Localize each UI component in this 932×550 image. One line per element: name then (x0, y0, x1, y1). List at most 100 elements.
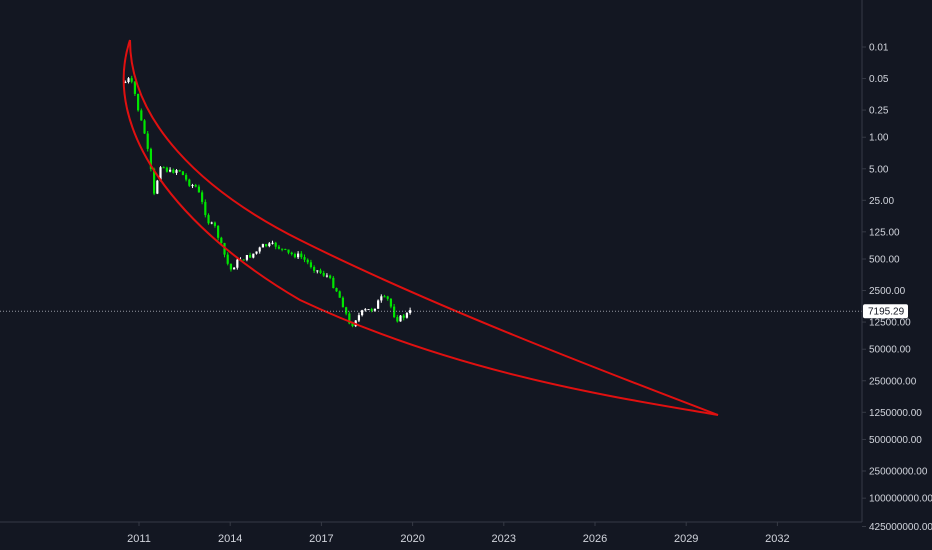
y-tick-label: 0.25 (869, 106, 889, 117)
candle-body (236, 259, 239, 268)
candle-body (242, 259, 245, 261)
candle-body (207, 215, 210, 224)
candle-body (409, 310, 412, 314)
x-tick-label: 2014 (218, 533, 242, 545)
candle-body (201, 192, 204, 202)
candle-body (127, 78, 130, 83)
candle-body (335, 288, 338, 292)
candle-body (271, 242, 274, 244)
candle-body (377, 300, 380, 309)
x-tick-label: 2017 (309, 533, 333, 545)
candle-body (162, 167, 165, 169)
candle-body (277, 246, 281, 249)
candle-body (364, 309, 367, 311)
candle-body (265, 244, 268, 247)
curved-channel[interactable] (122, 39, 719, 416)
candle-body (383, 296, 386, 298)
x-tick-label: 2023 (492, 533, 516, 545)
candle-body (370, 309, 373, 311)
candle-body (290, 252, 293, 255)
x-axis[interactable]: 2011 2014 2017 2020 2023 2026 2029 2032 (127, 522, 790, 545)
candle-body (210, 222, 213, 224)
candle-body (194, 185, 197, 187)
candle-body (345, 307, 348, 314)
candle-body (284, 248, 287, 250)
candle-body (386, 296, 389, 299)
candle-body (399, 315, 402, 322)
candle-body (380, 296, 383, 301)
candle-body (252, 253, 255, 258)
y-tick-label: 100000000.00 (869, 494, 932, 505)
candle-body (357, 315, 361, 321)
candle-body (287, 249, 290, 253)
candle-body (361, 310, 364, 316)
channel-lower-curve[interactable] (122, 39, 719, 416)
candle-body (319, 270, 322, 273)
candle-body (188, 179, 191, 186)
y-tick-label: 12500.00 (869, 318, 911, 329)
candle-body (143, 120, 146, 134)
x-tick-label: 2026 (583, 533, 607, 545)
candle-body (146, 133, 149, 149)
y-tick-label: 250000.00 (869, 376, 917, 387)
candle-body (325, 275, 329, 277)
y-tick-label: 2500.00 (869, 286, 906, 297)
y-tick-label: 125.00 (869, 227, 900, 238)
channel-upper-curve[interactable] (129, 39, 719, 416)
candle-body (389, 298, 393, 307)
candle-body (133, 81, 137, 94)
x-tick-label: 2011 (127, 533, 151, 545)
current-price-badge-bg (863, 304, 908, 319)
candle-body (402, 315, 405, 318)
y-tick-label: 25.00 (869, 196, 894, 207)
candle-body (348, 313, 351, 324)
current-price-label: 7195.29 (868, 307, 905, 318)
candle-body (149, 148, 153, 169)
candle-body (255, 251, 258, 254)
candle-body (341, 297, 345, 308)
y-tick-label: 500.00 (869, 255, 900, 266)
y-tick-label: 5000000.00 (869, 435, 922, 446)
candle-body (233, 267, 236, 270)
candle-body (249, 255, 252, 258)
candle-body (165, 167, 169, 172)
candle-body (213, 222, 217, 226)
candle-body (303, 257, 306, 260)
candle-body (130, 78, 133, 82)
y-tick-label: 0.01 (869, 43, 889, 54)
candle-body (245, 255, 249, 260)
candle-body (367, 309, 370, 311)
plot-area[interactable] (124, 75, 412, 328)
current-price-badge: 7195.29 (863, 304, 908, 319)
candle-body (329, 275, 332, 278)
candle-body (293, 254, 297, 258)
y-tick-label: 1.00 (869, 133, 889, 144)
candle-body (169, 169, 172, 172)
candle-body (204, 201, 207, 216)
candle-body (261, 244, 265, 248)
candle-body (220, 237, 223, 244)
candle-body (316, 270, 319, 272)
candle-body (268, 243, 271, 247)
candle-body (258, 247, 261, 252)
candle-body (172, 169, 175, 173)
candle-body (306, 259, 309, 263)
y-tick-label: 50000.00 (869, 345, 911, 356)
y-tick-label: 425000000.00 (869, 522, 932, 533)
candle-body (405, 313, 409, 318)
candle-body (175, 170, 178, 173)
x-tick-label: 2029 (674, 533, 698, 545)
candle-body (351, 323, 354, 327)
candle-body (191, 185, 194, 187)
candle-body (338, 291, 341, 298)
candle-body (159, 167, 162, 181)
candle-body (140, 110, 143, 121)
candle-body (226, 254, 229, 264)
candle-body (313, 267, 316, 271)
candle-body (393, 306, 396, 318)
y-axis[interactable]: 0.01 0.05 0.25 1.00 5.00 25.00 125.00 500.00 250… (862, 43, 932, 534)
candle-body (178, 170, 181, 172)
candle-body (322, 272, 325, 276)
y-tick-label: 0.05 (869, 74, 889, 85)
